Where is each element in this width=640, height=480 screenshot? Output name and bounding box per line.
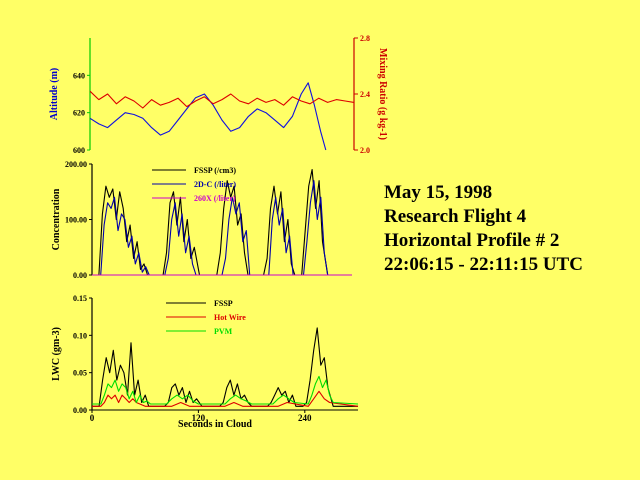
- y-tick-label: 0.00: [73, 406, 87, 415]
- y-tick-label: 200.00: [65, 160, 87, 169]
- series-line-1: [89, 82, 327, 151]
- x-axis-label: Seconds in Cloud: [178, 419, 252, 430]
- series-line-2: [92, 390, 359, 407]
- y-tick-label: 600: [73, 146, 85, 155]
- y-tick-label: 0.05: [73, 369, 87, 378]
- legend: FSSP (/cm3) 2D-C (/liter) 260X (/liter): [152, 166, 236, 203]
- y-tick-label: 100.00: [65, 216, 87, 225]
- series-line-1: [92, 327, 358, 407]
- flight-number: Research Flight 4: [384, 206, 527, 227]
- y2-tick-label: 2.0: [360, 146, 370, 155]
- y-tick-label: 640: [73, 71, 85, 80]
- series-line-3: [92, 375, 359, 405]
- legend: FSSP Hot Wire PVM: [166, 299, 246, 336]
- x-tick-label: 0: [90, 413, 95, 423]
- chart-panel-2: 0.00 100.00 200.00 Concentration FSSP (/cm3)…: [51, 160, 352, 280]
- chart-panel-1: 600 620 640 Altitude (m) 2.0 2.4 2.8 Mixing Rat…: [49, 34, 388, 155]
- legend-label: PVM: [214, 327, 233, 336]
- profile-number: Horizontal Profile # 2: [384, 230, 560, 251]
- flight-info: May 15, 1998 Research Flight 4 Horizonta…: [384, 181, 583, 277]
- y-axis-label: Altitude (m): [49, 68, 60, 121]
- time-range: 22:06:15 - 22:11:15 UTC: [384, 254, 583, 275]
- y2-tick-label: 2.8: [360, 34, 370, 43]
- y-axis-label: Concentration: [51, 188, 62, 250]
- legend-label: FSSP (/cm3): [194, 166, 236, 175]
- y2-tick-label: 2.4: [360, 90, 370, 99]
- y-axis-label: LWC (gm-3): [51, 327, 62, 381]
- chart-panel-3: 0.00 0.05 0.10 0.15 LWC (gm-3) 0 120 240 Seconds…: [51, 294, 359, 430]
- legend-label: FSSP: [214, 299, 233, 308]
- y-tick-label: 0.10: [73, 331, 87, 340]
- y2-axis-label: Mixing Ratio (g kg-1): [377, 48, 388, 140]
- y-tick-label: 620: [73, 109, 85, 118]
- x-tick-label: 240: [298, 413, 312, 423]
- flight-date: May 15, 1998: [384, 182, 493, 203]
- series-line-2: [89, 90, 355, 109]
- y-tick-label: 0.15: [73, 294, 87, 303]
- legend-label: 2D-C (/liter): [194, 180, 236, 189]
- legend-label: 260X (/liter): [194, 194, 236, 203]
- legend-label: Hot Wire: [214, 313, 246, 322]
- x-tick-label: 120: [192, 413, 206, 423]
- y-tick-label: 0.00: [73, 271, 87, 280]
